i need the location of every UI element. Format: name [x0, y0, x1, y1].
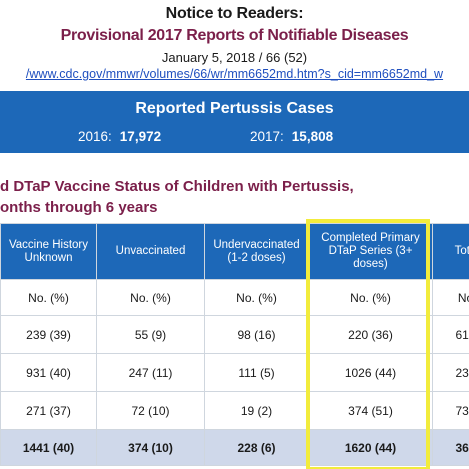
banner-title: Reported Pertussis Cases — [135, 100, 334, 117]
table-cell: 72 (10) — [96, 391, 205, 430]
table-header-row: Vaccine History Unknown Unvaccinated Und… — [0, 223, 469, 280]
table-row: 239 (39) 55 (9) 98 (16) 220 (36) 612 — [0, 315, 469, 354]
total-cell: 1441 (40) — [0, 429, 97, 466]
table-cell: 220 (36) — [308, 315, 433, 354]
header-undervaccinated: Undervaccinated (1-2 doses) — [204, 223, 309, 280]
table-cell: 931 (40) — [0, 353, 97, 392]
total-cell: 1620 (44) — [308, 429, 433, 466]
stat-2017: 2017: 15,808 — [250, 129, 333, 144]
stat-2017-value: 15,808 — [291, 129, 334, 144]
pertussis-cases-banner: Reported Pertussis Cases 2016: 17,972 201… — [0, 91, 469, 153]
stat-2016-value: 17,972 — [119, 129, 162, 144]
stat-2017-label: 2017: — [250, 129, 284, 144]
subheader-cell: No. (%) — [96, 279, 205, 316]
subheader-cell: No. (%) — [0, 279, 97, 316]
report-subtitle: Provisional 2017 Reports of Notifiable D… — [60, 27, 409, 44]
header-total: Tota — [432, 223, 469, 280]
total-cell: 228 (6) — [204, 429, 309, 466]
table-cell: 231 — [432, 353, 469, 392]
header-unvaccinated: Unvaccinated — [96, 223, 205, 280]
table-subheader-row: No. (%) No. (%) No. (%) No. (%) No — [0, 279, 469, 316]
table-cell: 98 (16) — [204, 315, 309, 354]
total-cell: 366 — [432, 429, 469, 466]
stat-2016-label: 2016: — [78, 129, 112, 144]
source-link[interactable]: /www.cdc.gov/mmwr/volumes/66/wr/mm6652md… — [25, 67, 444, 81]
table-cell: 19 (2) — [204, 391, 309, 430]
subheader-cell: No. (%) — [308, 279, 433, 316]
table-cell: 736 — [432, 391, 469, 430]
header-unknown: Vaccine History Unknown — [0, 223, 97, 280]
subheader-cell: No. (%) — [204, 279, 309, 316]
table-cell: 111 (5) — [204, 353, 309, 392]
publication-date: January 5, 2018 / 66 (52) — [161, 50, 308, 65]
table-cell: 374 (51) — [308, 391, 433, 430]
table-cell: 55 (9) — [96, 315, 205, 354]
table-cell: 239 (39) — [0, 315, 97, 354]
subheader-cell: No — [432, 279, 469, 316]
table-row: 931 (40) 247 (11) 111 (5) 1026 (44) 231 — [0, 353, 469, 392]
vaccine-status-table: Vaccine History Unknown Unvaccinated Und… — [0, 223, 469, 469]
total-cell: 374 (10) — [96, 429, 205, 466]
table-cell: 271 (37) — [0, 391, 97, 430]
header-completed: Completed Primary DTaP Series (3+ doses) — [308, 223, 433, 280]
table-cell: 612 — [432, 315, 469, 354]
stat-2016: 2016: 17,972 — [78, 129, 161, 144]
table-cell: 247 (11) — [96, 353, 205, 392]
section-title-line2: onths through 6 years — [0, 199, 158, 216]
table-cell: 1026 (44) — [308, 353, 433, 392]
table-total-row: 1441 (40) 374 (10) 228 (6) 1620 (44) 366 — [0, 429, 469, 466]
notice-title: Notice to Readers: — [165, 5, 304, 22]
section-title-line1: d DTaP Vaccine Status of Children with P… — [0, 178, 354, 195]
table-row: 271 (37) 72 (10) 19 (2) 374 (51) 736 — [0, 391, 469, 430]
